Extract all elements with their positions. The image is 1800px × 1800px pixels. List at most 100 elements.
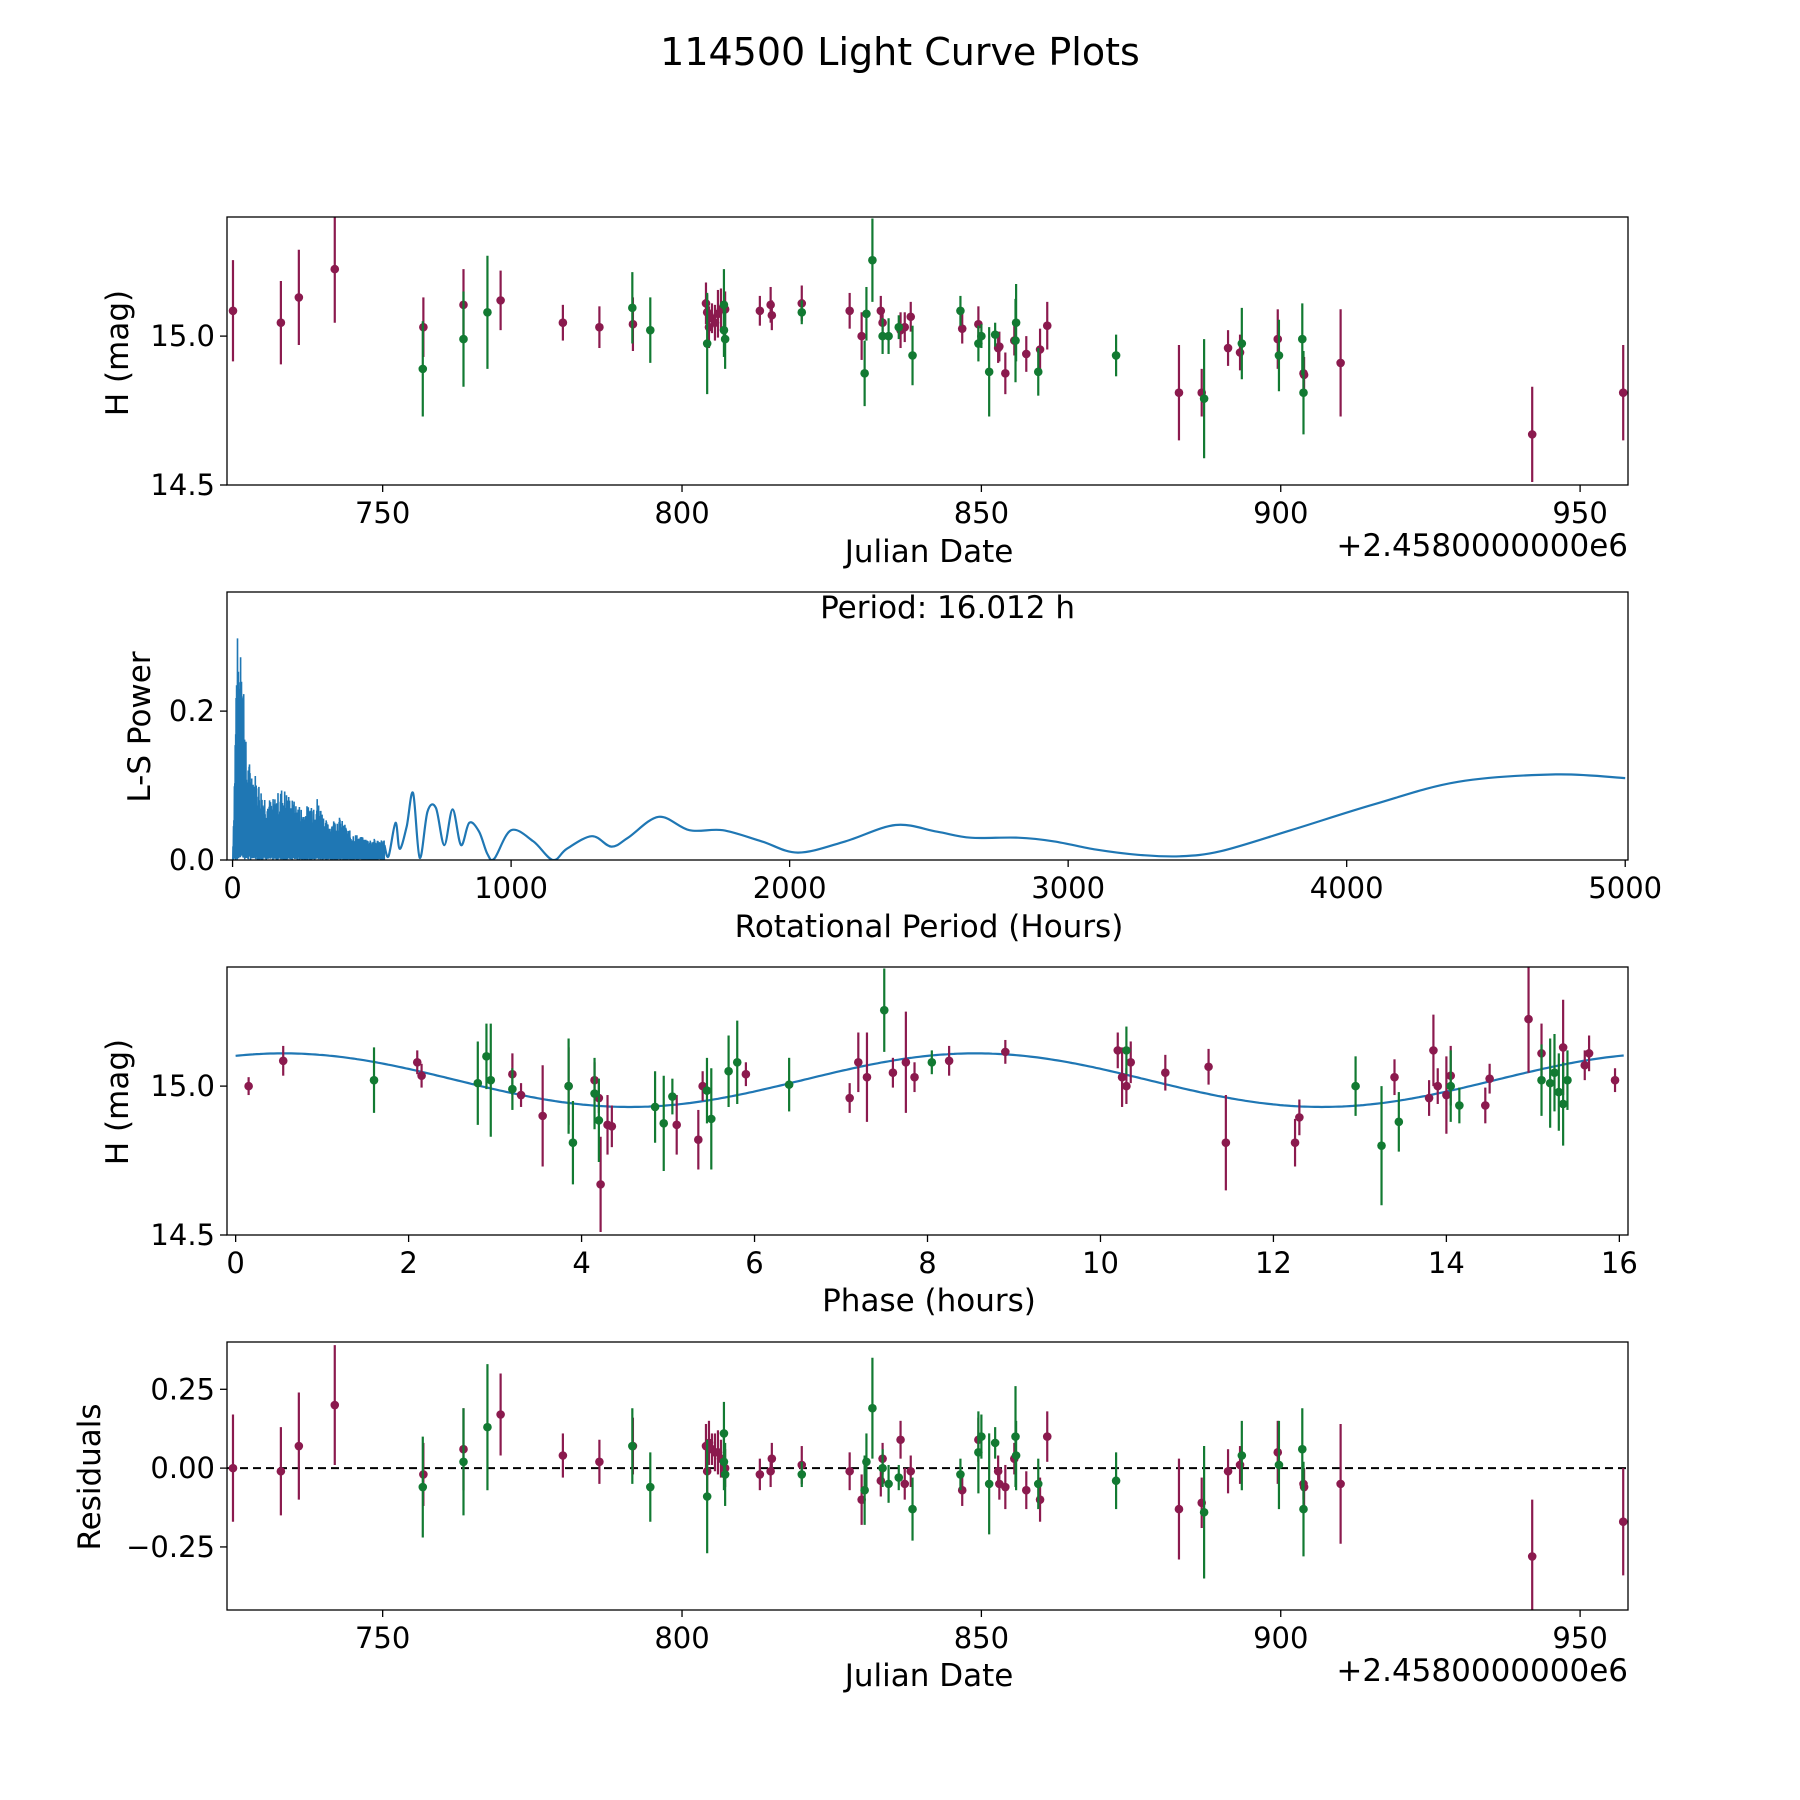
data-point — [1035, 1495, 1045, 1504]
data-point — [990, 330, 1000, 339]
data-point — [1394, 1117, 1404, 1127]
x-tick-label: 4 — [572, 1246, 590, 1280]
data-point — [1610, 1075, 1620, 1085]
data-point — [702, 1086, 712, 1095]
x-tick-label: 10 — [1082, 1246, 1119, 1280]
data-point — [868, 1403, 877, 1413]
data-point — [784, 1080, 794, 1089]
x-tick-label: 8 — [918, 1246, 936, 1280]
data-point — [1481, 1101, 1490, 1110]
data-point — [857, 331, 866, 341]
data-point — [862, 1072, 872, 1082]
x-tick-label: 950 — [1552, 1621, 1607, 1655]
data-point — [1584, 1049, 1594, 1058]
data-point — [702, 339, 712, 348]
data-point — [1274, 1460, 1284, 1470]
data-point — [719, 300, 729, 310]
data-point — [1035, 345, 1045, 354]
data-point — [558, 318, 568, 328]
data-point — [496, 296, 505, 305]
y-tick-label: 15.0 — [150, 319, 215, 353]
data-point — [1126, 1057, 1136, 1067]
data-point — [910, 1072, 919, 1082]
data-point — [418, 364, 428, 374]
data-point — [1295, 1113, 1304, 1122]
data-point — [228, 1463, 238, 1473]
data-point — [1558, 1099, 1568, 1109]
data-point — [1001, 1047, 1010, 1057]
data-point — [607, 1122, 617, 1131]
periodogram-frame — [226, 591, 1629, 861]
lightcurve-plot-area — [228, 217, 1628, 483]
ls-power-curve — [383, 773, 1626, 860]
data-point — [876, 1476, 886, 1486]
data-point — [1558, 1043, 1568, 1052]
data-point — [1042, 1432, 1052, 1441]
data-point — [956, 1470, 965, 1479]
data-point — [888, 1068, 898, 1078]
data-point — [862, 309, 871, 319]
periodogram-ylabel: L-S Power — [122, 651, 158, 802]
lightcurve-panel: Julian Date H (mag) +2.4580000000e6 750 8… — [100, 216, 1629, 570]
data-point — [595, 322, 604, 332]
data-point — [984, 1479, 994, 1489]
data-point — [595, 1457, 604, 1467]
data-point — [908, 351, 917, 360]
data-point — [1235, 1460, 1245, 1470]
lightcurve-ylabel: H (mag) — [100, 290, 136, 416]
data-point — [878, 331, 887, 341]
data-point — [278, 1056, 288, 1066]
lightcurve-xlabel: Julian Date — [843, 534, 1014, 570]
data-point — [596, 1180, 605, 1189]
data-point — [1390, 1072, 1399, 1082]
x-tick-label: 3000 — [1031, 871, 1105, 905]
data-point — [1237, 1451, 1247, 1460]
data-point — [418, 1482, 428, 1492]
data-point — [884, 331, 893, 341]
data-point — [1274, 351, 1284, 360]
data-point — [706, 1114, 716, 1124]
data-point — [1273, 1448, 1283, 1457]
data-point — [1446, 1081, 1456, 1091]
x-tick-label: 800 — [654, 1621, 709, 1655]
data-point — [755, 1470, 765, 1479]
data-point — [845, 1093, 854, 1103]
data-point — [879, 1005, 889, 1015]
data-point — [564, 1081, 573, 1091]
data-point — [906, 1466, 916, 1476]
data-point — [1527, 1552, 1537, 1561]
x-tick-label: 750 — [355, 1621, 410, 1655]
data-point — [1237, 339, 1247, 348]
data-point — [1424, 1093, 1434, 1103]
data-point — [878, 1463, 887, 1473]
x-tick-label: 900 — [1253, 1621, 1308, 1655]
data-point — [767, 1454, 777, 1463]
data-point — [1299, 1504, 1308, 1514]
periodogram-panel: Rotational Period (Hours) L-S Power Peri… — [122, 590, 1662, 945]
data-point — [276, 1466, 286, 1476]
x-tick-label: 6 — [745, 1246, 763, 1280]
data-point — [1537, 1075, 1546, 1085]
data-point — [1580, 1060, 1590, 1070]
data-point — [628, 1441, 637, 1451]
data-point — [473, 1078, 483, 1088]
data-point — [767, 310, 777, 320]
data-point — [1113, 1046, 1123, 1055]
data-point — [645, 325, 655, 335]
data-point — [884, 1479, 893, 1489]
data-point — [719, 1429, 729, 1438]
data-point — [516, 1090, 526, 1100]
data-point — [702, 1492, 712, 1501]
data-point — [294, 1441, 304, 1451]
data-point — [1223, 1466, 1233, 1476]
data-point — [594, 1116, 604, 1125]
data-point — [1299, 388, 1308, 397]
lightcurve-frame — [226, 216, 1629, 486]
x-tick-label: 1000 — [474, 871, 548, 905]
data-point — [1377, 1141, 1386, 1150]
data-point — [896, 1435, 905, 1445]
phased-xlabel: Phase (hours) — [822, 1283, 1036, 1319]
y-tick-label: 15.0 — [150, 1069, 215, 1103]
residuals-xlabel: Julian Date — [843, 1658, 1014, 1694]
